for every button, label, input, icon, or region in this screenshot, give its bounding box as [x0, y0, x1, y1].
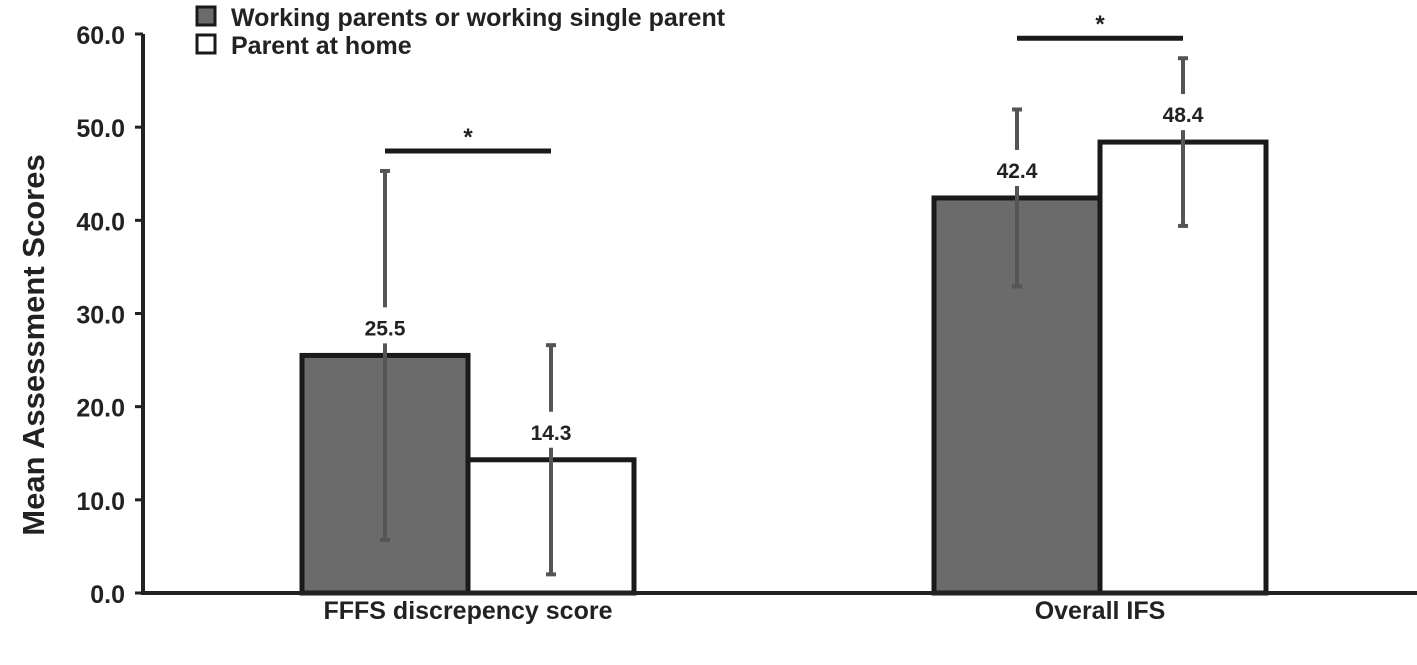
data-label: 25.5 [365, 317, 406, 340]
bar [1097, 139, 1269, 596]
legend-label: Parent at home [231, 32, 412, 60]
y-tick-label: 20.0 [76, 395, 125, 423]
y-tick-label: 60.0 [76, 22, 125, 50]
data-label: 42.4 [997, 160, 1038, 183]
data-label: 48.4 [1163, 104, 1204, 127]
y-tick-label: 10.0 [76, 488, 125, 516]
y-tick-label: 30.0 [76, 302, 125, 330]
y-tick-label: 0.0 [90, 581, 125, 609]
y-axis-title: Mean Assessment Scores [16, 154, 51, 535]
y-tick-label: 40.0 [76, 208, 125, 236]
legend-label: Working parents or working single parent [231, 4, 726, 32]
significance-marker: * [463, 124, 473, 151]
x-category-label: Overall IFS [1035, 597, 1166, 625]
x-category-label: FFFS discrepency score [323, 597, 612, 625]
legend-swatch [195, 33, 217, 55]
significance-marker: * [1095, 11, 1105, 38]
y-tick-label: 50.0 [76, 115, 125, 143]
legend-swatch [195, 5, 217, 27]
data-label: 14.3 [531, 422, 572, 445]
